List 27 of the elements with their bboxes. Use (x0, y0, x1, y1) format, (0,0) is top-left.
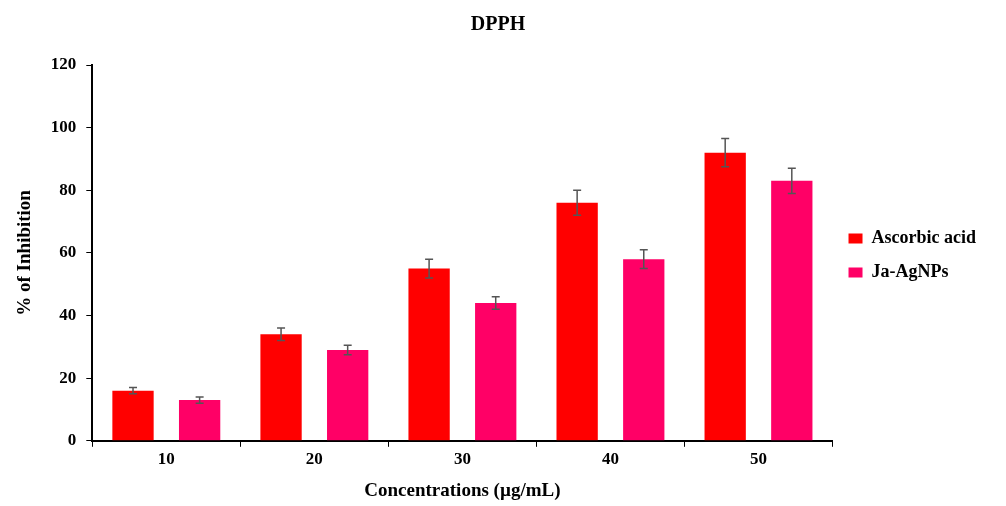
x-tick-label: 50 (749, 449, 767, 469)
y-tick-label: 60 (59, 242, 77, 262)
y-tick-label: 20 (59, 367, 77, 387)
bar (771, 180, 813, 441)
bar (623, 259, 665, 441)
bar (327, 349, 369, 441)
y-tick-label: 80 (59, 179, 77, 199)
y-tick-label: 100 (50, 117, 77, 137)
bar (178, 400, 221, 441)
y-tick-label: 120 (50, 54, 77, 74)
x-axis-title: Concentrations (µg/mL) (364, 478, 561, 501)
bar (260, 334, 302, 441)
bar (704, 152, 746, 441)
x-tick-label: 20 (305, 449, 323, 469)
legend-label: Ascorbic acid (871, 227, 976, 248)
bar (556, 202, 598, 441)
x-tick-label: 30 (453, 449, 471, 469)
x-tick-label: 10 (157, 449, 175, 469)
bar (112, 390, 154, 441)
y-tick-label: 0 (67, 430, 77, 450)
legend-label: Ja-AgNPs (871, 261, 949, 282)
y-axis-title: % of Inhibition (13, 189, 35, 316)
x-tick-label: 40 (601, 449, 619, 469)
bar (475, 303, 517, 441)
y-tick-label: 40 (59, 304, 77, 324)
chart-title: DPPH (470, 12, 526, 35)
bar (408, 268, 450, 441)
